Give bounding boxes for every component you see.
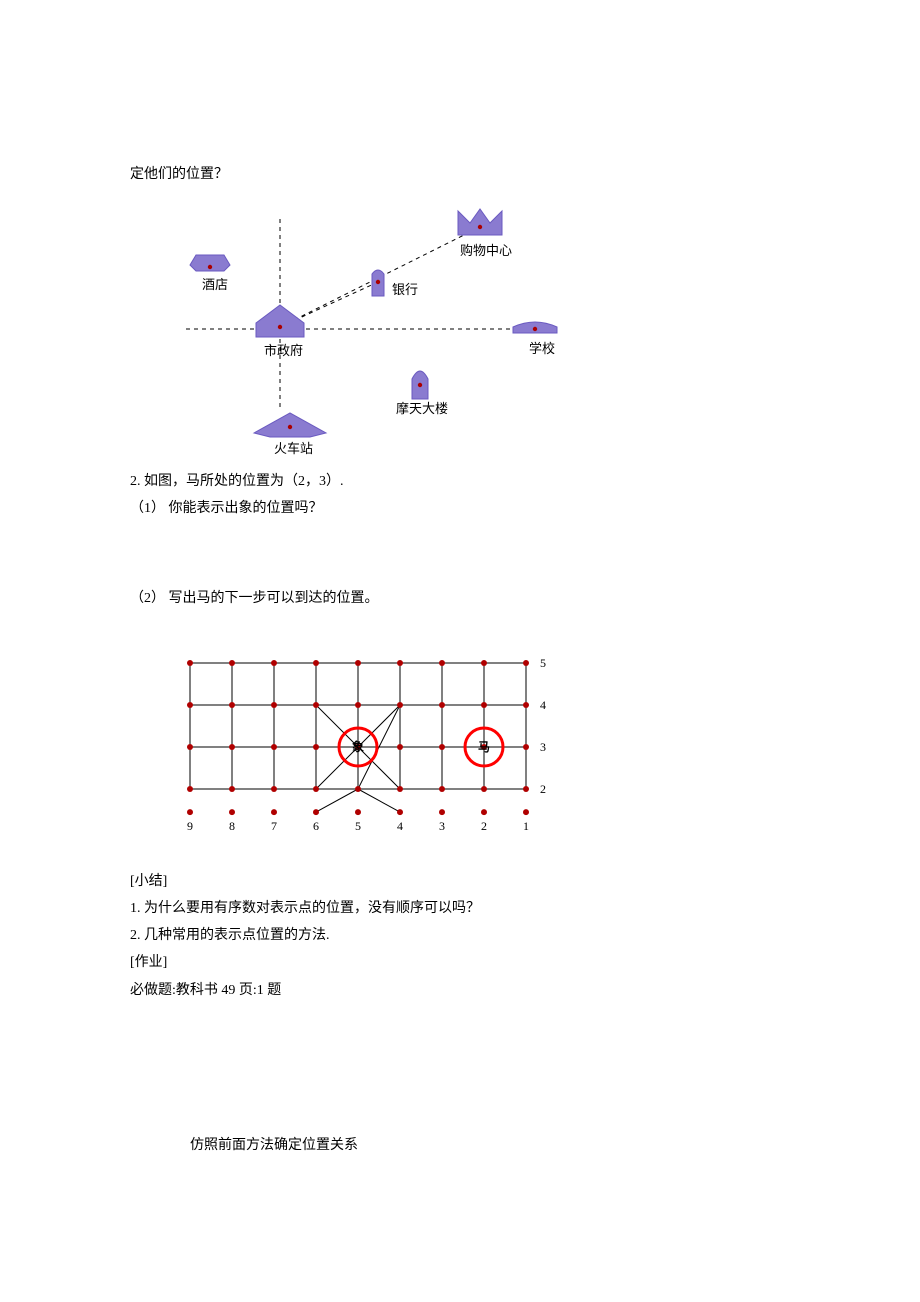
svg-text:1: 1 (523, 819, 529, 833)
spacer (130, 524, 810, 584)
chess-grid-svg: 9 8 7 6 5 4 3 2 1 5 4 3 2 象 马 (160, 621, 560, 857)
svg-text:4: 4 (397, 819, 403, 833)
svg-text:8: 8 (229, 819, 235, 833)
svg-text:4: 4 (540, 698, 546, 712)
city-map-svg: 酒店 购物中心银行市政府 学校摩天大楼火车站 (160, 197, 580, 457)
svg-text:6: 6 (313, 819, 319, 833)
question-2-2: （2） 写出马的下一步可以到达的位置。 (130, 586, 810, 611)
svg-text:银行: 银行 (392, 282, 418, 297)
svg-text:象: 象 (352, 739, 364, 754)
summary-heading: [小结] (130, 869, 810, 894)
svg-text:酒店: 酒店 (202, 277, 228, 292)
svg-text:3: 3 (439, 819, 445, 833)
svg-text:2: 2 (481, 819, 487, 833)
svg-text:购物中心: 购物中心 (460, 243, 512, 258)
bottom-note: 仿照前面方法确定位置关系 (130, 1133, 810, 1158)
svg-text:2: 2 (540, 782, 546, 796)
svg-text:7: 7 (271, 819, 277, 833)
svg-text:市政府: 市政府 (264, 343, 303, 358)
question-2: 2. 如图，马所处的位置为（2，3）. (130, 469, 810, 494)
figure-chess-grid: 9 8 7 6 5 4 3 2 1 5 4 3 2 象 马 (160, 621, 810, 857)
homework-item-1: 必做题:教科书 49 页:1 题 (130, 978, 810, 1003)
document-page: 定他们的位置？ 酒店 购物中心银行市政府 学校摩天大楼火车站 2. 如图，马所处的位… (0, 0, 920, 1302)
svg-text:9: 9 (187, 819, 193, 833)
question-2-1: （1） 你能表示出象的位置吗？ (130, 496, 810, 521)
figure-city-map: 酒店 购物中心银行市政府 学校摩天大楼火车站 (160, 197, 810, 457)
svg-text:马: 马 (478, 740, 490, 754)
intro-line: 定他们的位置？ (130, 162, 810, 187)
summary-item-1: 1. 为什么要用有序数对表示点的位置，没有顺序可以吗？ (130, 896, 810, 921)
svg-text:火车站: 火车站 (274, 441, 313, 456)
summary-item-2: 2. 几种常用的表示点位置的方法. (130, 923, 810, 948)
svg-text:3: 3 (540, 740, 546, 754)
svg-text:学校: 学校 (529, 341, 555, 356)
svg-text:摩天大楼: 摩天大楼 (396, 401, 448, 416)
svg-text:5: 5 (355, 819, 361, 833)
homework-heading: [作业] (130, 950, 810, 975)
svg-text:5: 5 (540, 656, 546, 670)
